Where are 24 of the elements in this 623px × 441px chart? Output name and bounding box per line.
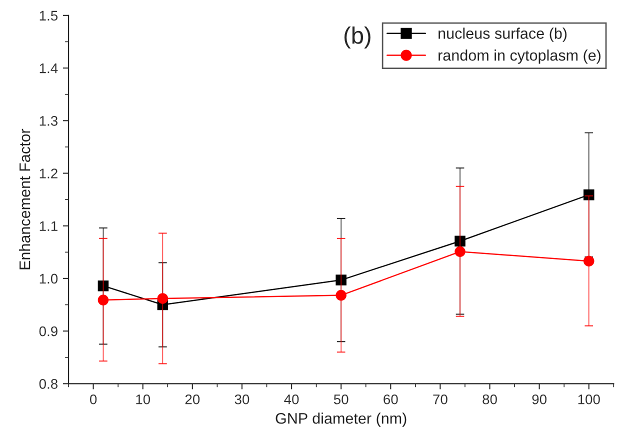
x-tick-label: 60 [384, 394, 398, 404]
y-tick-label: 1.1 [40, 221, 58, 231]
legend-label: nucleus surface (b) [438, 28, 567, 42]
x-tick-label: 70 [433, 394, 448, 404]
x-tick-label: 50 [334, 394, 348, 404]
y-tick-label: 1.3 [40, 116, 58, 126]
x-tick-label: 30 [234, 394, 250, 404]
legend-label: random in cytoplasm (e) [438, 50, 600, 64]
x-tick-label: 0 [90, 394, 97, 404]
x-tick-label: 80 [482, 394, 497, 404]
y-tick-label: 1.4 [40, 64, 58, 74]
y-tick-label: 1.2 [40, 168, 58, 178]
y-tick-label: 1.0 [40, 274, 58, 284]
y-axis-title: Enhancement Factor [19, 128, 30, 270]
x-tick-label: 100 [578, 394, 600, 404]
y-tick-label: 1.5 [40, 10, 58, 21]
x-tick-label: 20 [185, 394, 200, 404]
x-tick-label: 10 [136, 394, 150, 404]
x-tick-label: 90 [532, 394, 546, 404]
y-tick-label: 0.8 [39, 379, 58, 389]
x-tick-label: 40 [284, 394, 299, 404]
y-tick-label: 0.9 [39, 326, 58, 336]
annotation: (b) [344, 26, 370, 49]
x-axis-title: GNP diameter (nm) [276, 412, 406, 427]
